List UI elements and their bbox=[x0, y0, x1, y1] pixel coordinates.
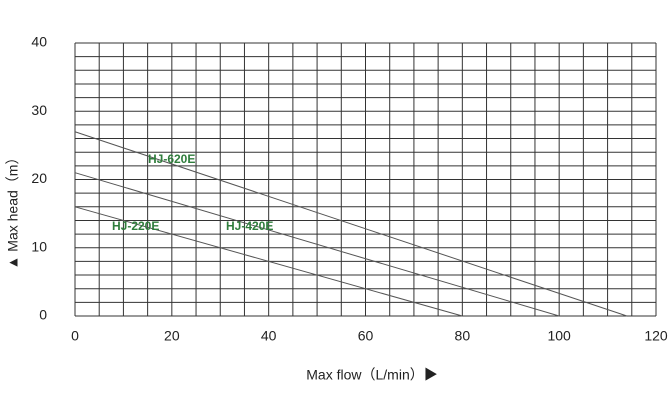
x-tick-label: 40 bbox=[261, 328, 277, 344]
series-label: HJ-220E bbox=[112, 219, 159, 233]
x-tick-label: 100 bbox=[547, 328, 571, 344]
x-tick-label: 20 bbox=[164, 328, 180, 344]
y-axis-label: ▲ Max head（m） bbox=[5, 151, 21, 270]
series-label: HJ-620E bbox=[148, 152, 195, 166]
y-tick-label: 0 bbox=[39, 307, 47, 323]
pump-curve bbox=[74, 131, 628, 317]
y-tick-label: 10 bbox=[31, 238, 47, 254]
x-tick-label: 60 bbox=[358, 328, 374, 344]
x-tick-label: 120 bbox=[644, 328, 668, 344]
pump-curve bbox=[74, 206, 463, 317]
series-label: HJ-420E bbox=[226, 219, 273, 233]
y-tick-label: 30 bbox=[31, 102, 47, 118]
pump-curve bbox=[74, 172, 560, 317]
y-tick-label: 20 bbox=[31, 170, 47, 186]
y-tick-label: 40 bbox=[31, 34, 47, 50]
x-tick-label: 0 bbox=[71, 328, 79, 344]
x-tick-label: 80 bbox=[455, 328, 471, 344]
x-axis-label: Max flow（L/min）▶ bbox=[306, 367, 437, 383]
